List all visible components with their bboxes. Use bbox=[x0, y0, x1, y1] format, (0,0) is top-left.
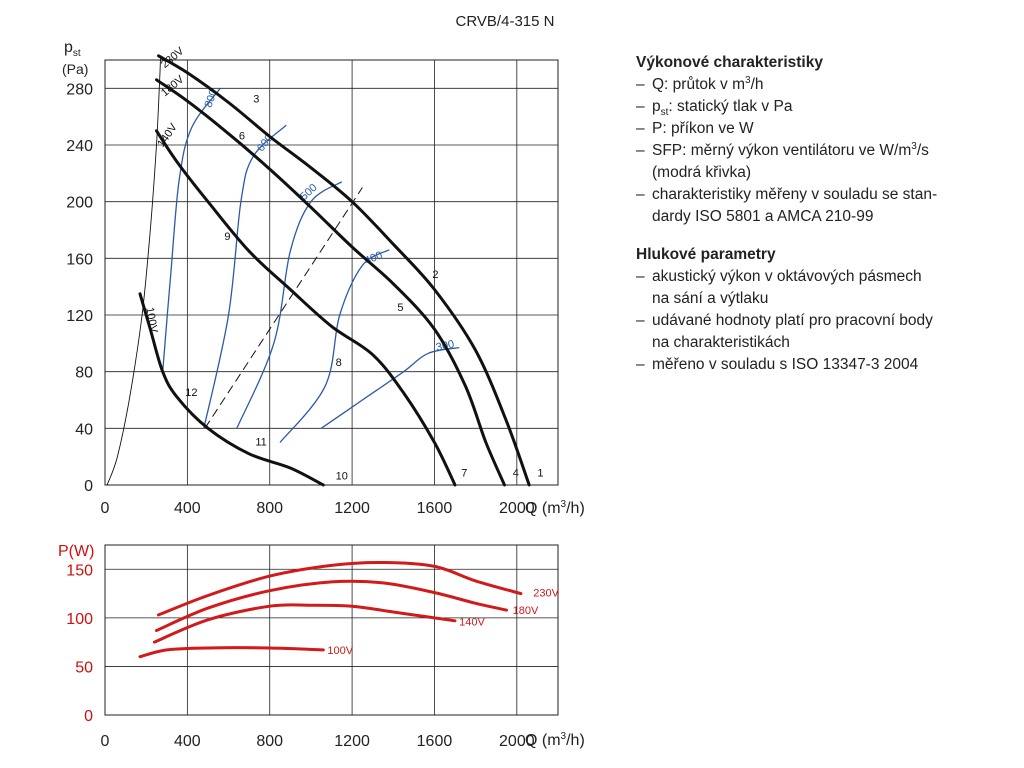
x-tick-label: 800 bbox=[256, 733, 283, 750]
power-curve bbox=[155, 579, 508, 632]
noise-list: akustický výkon v oktávových pásmech na s… bbox=[636, 266, 1006, 376]
sfp-curve bbox=[320, 346, 460, 429]
y-tick-label: 280 bbox=[66, 81, 93, 98]
y-tick-label: 200 bbox=[66, 195, 93, 212]
y-axis-unit: (Pa) bbox=[62, 61, 88, 77]
operating-point-label: 10 bbox=[336, 470, 348, 482]
pressure-curve bbox=[138, 292, 325, 487]
operating-point-label: 7 bbox=[461, 468, 467, 480]
operating-point-label: 11 bbox=[255, 436, 266, 448]
list-item: SFP: měrný výkon ventilátoru ve W/m3/s bbox=[636, 140, 1006, 162]
power-curve bbox=[157, 560, 523, 617]
x-tick-label: 2000 bbox=[499, 733, 535, 750]
y-tick-label: 120 bbox=[66, 308, 93, 325]
power-curve bbox=[152, 603, 457, 644]
y-tick-label: 50 bbox=[75, 659, 93, 676]
y-tick-label: 150 bbox=[66, 562, 93, 579]
voltage-label: 100V bbox=[143, 306, 159, 334]
operating-point-label: 2 bbox=[432, 269, 438, 281]
power-curve-label: 180V bbox=[513, 605, 539, 617]
performance-list: Q: průtok v m3/hpst: statický tlak v PaP… bbox=[636, 74, 1006, 228]
pressure-plot-frame bbox=[104, 59, 559, 486]
list-item: na charakteristikách bbox=[652, 334, 790, 351]
voltage-label: 180V bbox=[159, 73, 187, 99]
operating-point-label: 1 bbox=[537, 468, 543, 480]
sfp-curve bbox=[236, 181, 343, 429]
x-tick-label: 2000 bbox=[499, 500, 535, 517]
y-tick-label: 240 bbox=[66, 138, 93, 155]
x-axis-label: Q (m3/h) bbox=[525, 731, 585, 749]
list-item: charakteristiky měřeny v souladu se stan… bbox=[636, 184, 1006, 206]
y-tick-label: 80 bbox=[75, 365, 93, 382]
list-item: měřeno v souladu s ISO 13347-3 2004 bbox=[636, 354, 1006, 376]
x-tick-label: 0 bbox=[101, 733, 110, 750]
x-tick-label: 400 bbox=[174, 733, 201, 750]
model-title: CRVB/4-315 N bbox=[456, 13, 555, 30]
operating-point-label: 12 bbox=[185, 387, 197, 399]
dashed-reference-line bbox=[204, 187, 363, 429]
list-item: pst: statický tlak v Pa bbox=[636, 96, 1006, 118]
x-tick-label: 800 bbox=[256, 500, 283, 517]
y-tick-label: 100 bbox=[66, 611, 93, 628]
list-item: na sání a výtlaku bbox=[652, 290, 769, 307]
sfp-curve bbox=[162, 87, 221, 372]
list-item: P: příkon ve W bbox=[636, 118, 1006, 140]
sfp-curve bbox=[203, 124, 287, 429]
list-item: udávané hodnoty platí pro pracovní body bbox=[636, 310, 1006, 332]
power-curve bbox=[138, 646, 325, 659]
y-tick-label: 0 bbox=[84, 708, 93, 725]
performance-title: Výkonové charakteristiky bbox=[636, 54, 823, 71]
x-tick-label: 1200 bbox=[334, 733, 370, 750]
y-axis-label: pst bbox=[64, 39, 81, 59]
pressure-curve bbox=[157, 54, 531, 487]
operating-point-label: 6 bbox=[239, 130, 245, 142]
operating-point-label: 3 bbox=[253, 94, 259, 106]
y-tick-label: 160 bbox=[66, 251, 93, 268]
x-axis-label: Q (m3/h) bbox=[525, 499, 585, 517]
voltage-label: 230V bbox=[159, 45, 187, 71]
power-chart: 0 400 800 1200 1600 2000 0 50 100 150 P(W) Q (m3/h)… bbox=[58, 543, 585, 750]
side-panel: Výkonové charakteristiky Q: průtok v m3/… bbox=[636, 52, 1006, 392]
x-tick-label: 1200 bbox=[334, 500, 370, 517]
power-curve-label: 100V bbox=[327, 645, 353, 657]
pressure-curve bbox=[155, 78, 506, 487]
x-tick-label: 1600 bbox=[417, 500, 453, 517]
x-tick-label: 0 bbox=[101, 500, 110, 517]
power-plot-frame bbox=[104, 544, 559, 716]
y-tick-label: 0 bbox=[84, 478, 93, 495]
list-item: (modrá křivka) bbox=[652, 164, 752, 181]
sfp-curve bbox=[279, 249, 390, 443]
operating-point-label: 9 bbox=[224, 231, 230, 243]
power-curve-label: 140V bbox=[459, 617, 485, 629]
list-item: dardy ISO 5801 a AMCA 210-99 bbox=[652, 208, 874, 225]
pressure-chart: 0 400 800 1200 1600 2000 0 40 80 120 160 200 240 280 p… bbox=[62, 39, 585, 517]
operating-point-label: 5 bbox=[397, 302, 403, 314]
system-curve bbox=[106, 55, 162, 486]
power-curve-label: 230V bbox=[533, 588, 559, 600]
x-tick-label: 1600 bbox=[417, 733, 453, 750]
pressure-curve bbox=[155, 129, 457, 487]
y-tick-label: 40 bbox=[75, 421, 93, 438]
x-tick-label: 400 bbox=[174, 500, 201, 517]
y-axis-label: P(W) bbox=[58, 543, 94, 560]
operating-point-label: 4 bbox=[513, 468, 519, 480]
list-item: Q: průtok v m3/h bbox=[636, 74, 1006, 96]
operating-point-label: 8 bbox=[336, 357, 342, 369]
list-item: akustický výkon v oktávových pásmech bbox=[636, 266, 1006, 288]
noise-title: Hlukové parametry bbox=[636, 246, 776, 263]
